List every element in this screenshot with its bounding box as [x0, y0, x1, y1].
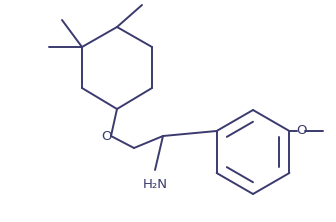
Text: O: O — [102, 129, 112, 143]
Text: H₂N: H₂N — [142, 178, 168, 191]
Text: O: O — [296, 125, 307, 137]
